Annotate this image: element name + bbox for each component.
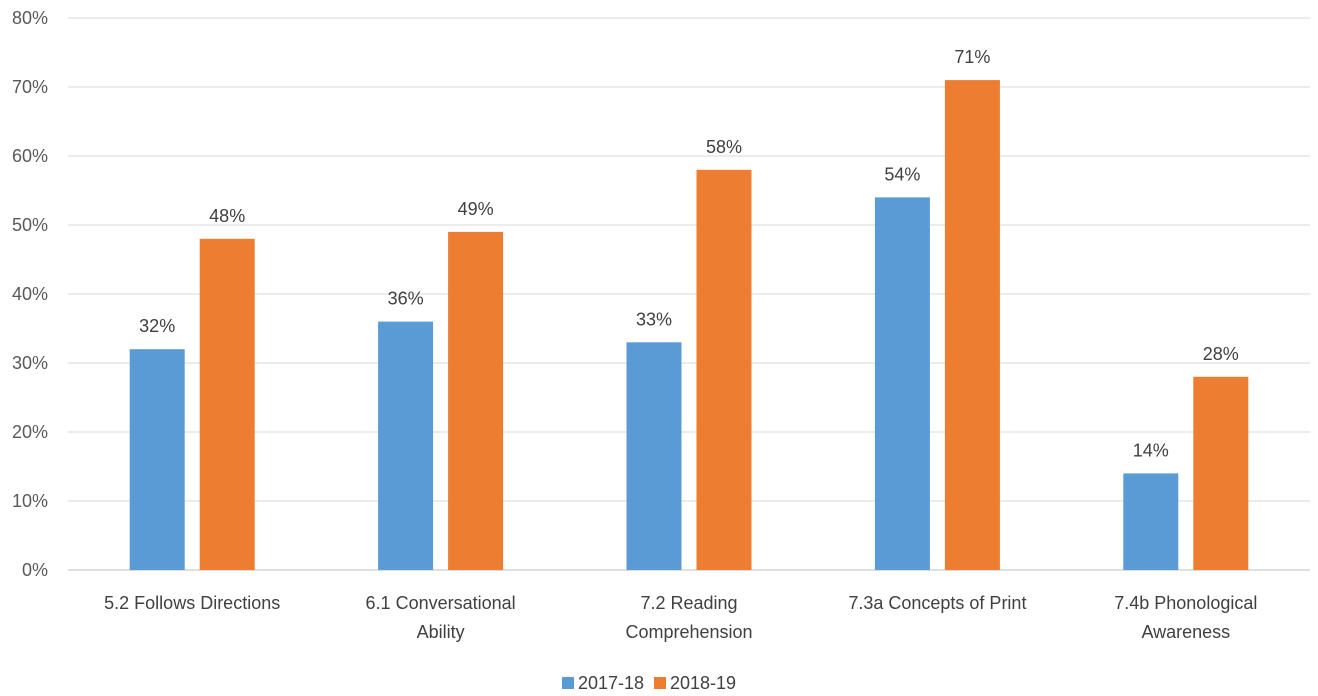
x-category-label: 7.4b Phonological xyxy=(1114,593,1257,613)
bar-2017-18-2 xyxy=(627,342,682,570)
legend-swatch xyxy=(562,677,574,689)
legend-label: 2018-19 xyxy=(670,673,736,693)
data-label: 54% xyxy=(884,164,920,184)
x-category-label: Awareness xyxy=(1141,622,1230,642)
bar-2017-18-4 xyxy=(1123,473,1178,570)
legend-swatch xyxy=(654,677,666,689)
x-category-label: Comprehension xyxy=(625,622,752,642)
x-category-label: 7.2 Reading xyxy=(640,593,737,613)
x-category-label: 6.1 Conversational xyxy=(366,593,516,613)
data-label: 49% xyxy=(458,199,494,219)
x-category-label: 7.3a Concepts of Print xyxy=(848,593,1026,613)
bar-2018-19-3 xyxy=(945,80,1000,570)
x-category-label: 5.2 Follows Directions xyxy=(104,593,280,613)
bar-2018-19-2 xyxy=(697,170,752,570)
y-tick-label: 70% xyxy=(12,77,48,97)
y-tick-label: 30% xyxy=(12,353,48,373)
data-label: 36% xyxy=(388,289,424,309)
data-label: 28% xyxy=(1203,344,1239,364)
y-tick-label: 60% xyxy=(12,146,48,166)
y-tick-label: 0% xyxy=(22,560,48,580)
data-label: 58% xyxy=(706,137,742,157)
x-category-label: Ability xyxy=(417,622,465,642)
y-tick-label: 50% xyxy=(12,215,48,235)
bar-2018-19-0 xyxy=(200,239,255,570)
y-tick-label: 10% xyxy=(12,491,48,511)
y-tick-label: 80% xyxy=(12,8,48,28)
data-label: 71% xyxy=(954,47,990,67)
y-tick-label: 40% xyxy=(12,284,48,304)
bar-2017-18-1 xyxy=(378,322,433,570)
bar-2017-18-0 xyxy=(130,349,185,570)
data-label: 48% xyxy=(209,206,245,226)
y-tick-label: 20% xyxy=(12,422,48,442)
bar-2018-19-4 xyxy=(1193,377,1248,570)
legend-label: 2017-18 xyxy=(578,673,644,693)
data-label: 14% xyxy=(1133,440,1169,460)
bar-2018-19-1 xyxy=(448,232,503,570)
bar-2017-18-3 xyxy=(875,197,930,570)
data-label: 33% xyxy=(636,309,672,329)
data-label: 32% xyxy=(139,316,175,336)
